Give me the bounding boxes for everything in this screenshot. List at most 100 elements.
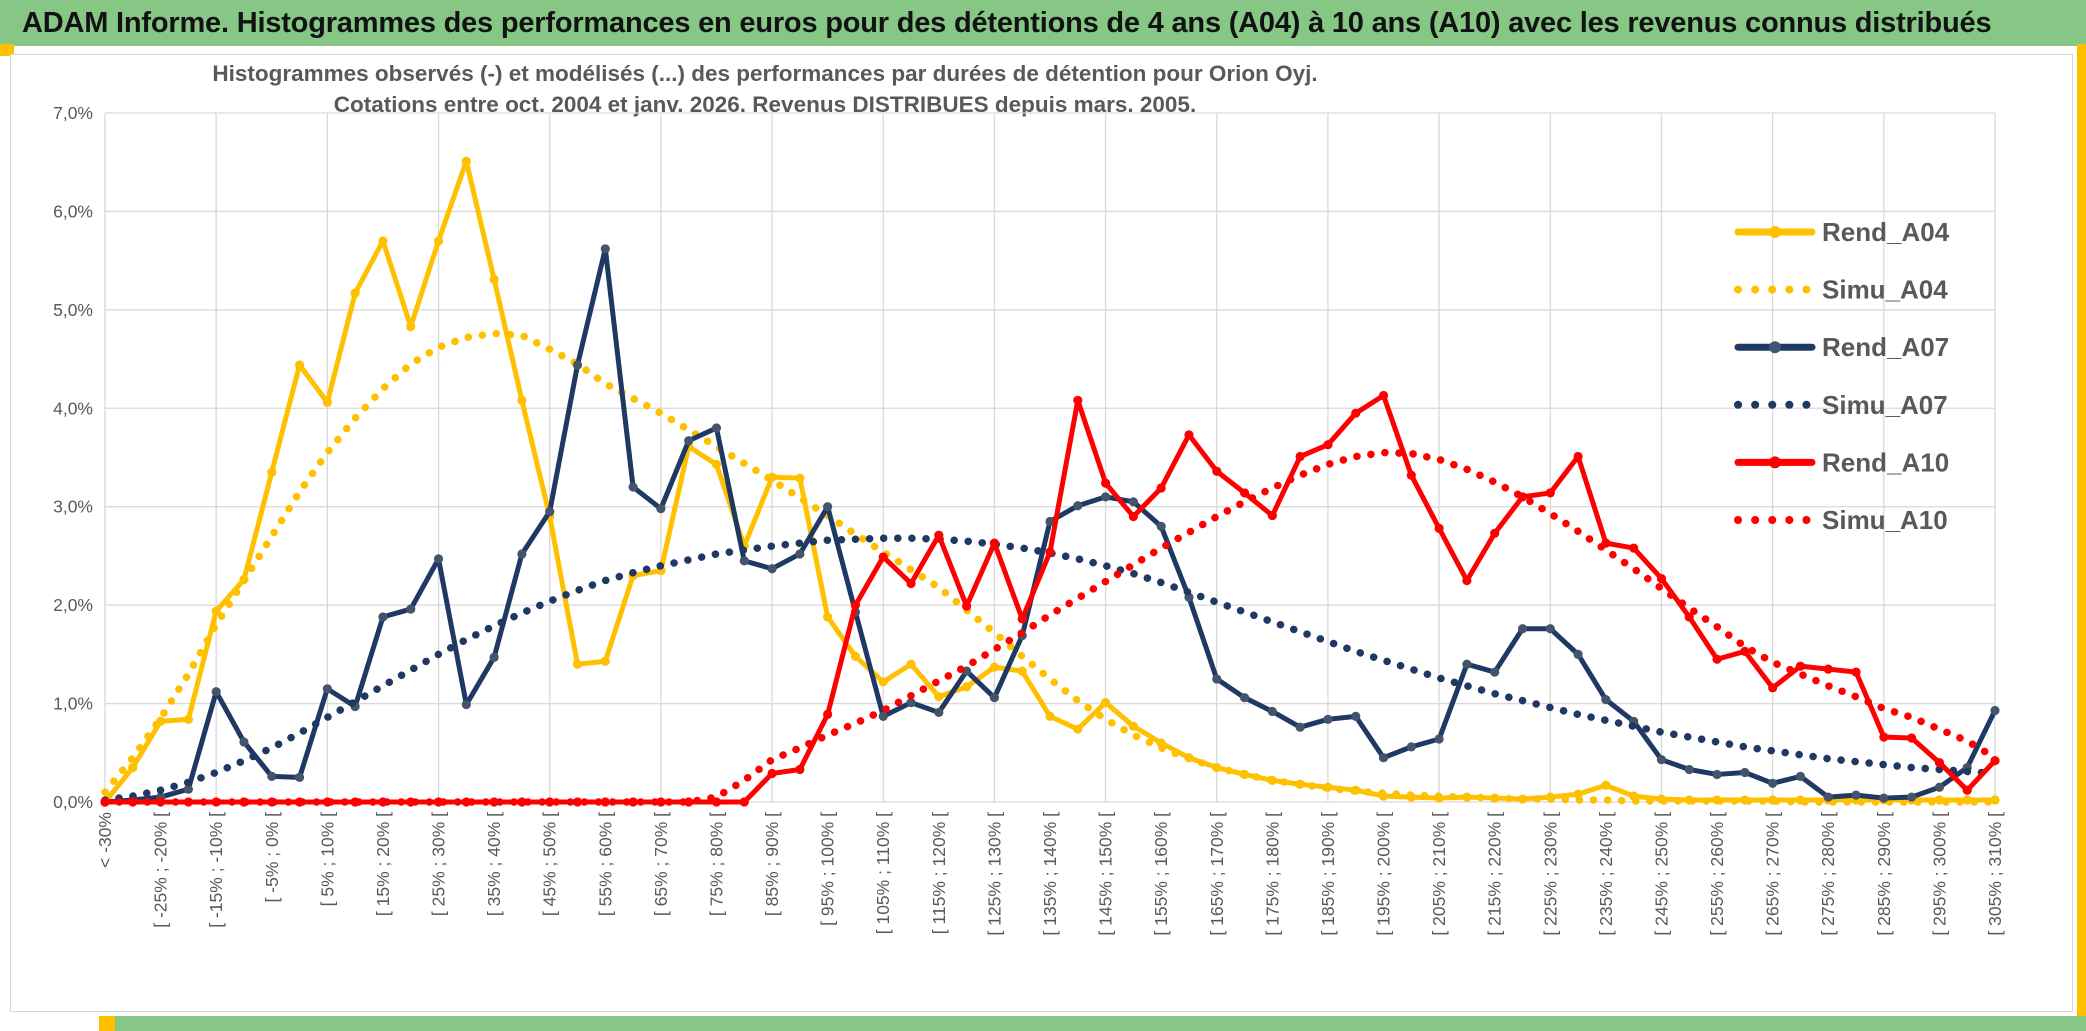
series-Rend_A04-marker	[1073, 724, 1083, 734]
series-Rend_A07-marker	[1517, 624, 1528, 634]
series-Rend_A10-marker	[1267, 510, 1277, 521]
series-Rend_A07-marker	[489, 652, 499, 662]
y-tick-label: 3,0%	[53, 497, 93, 517]
series-Rend_A04-marker	[711, 459, 722, 469]
series-Rend_A04-marker	[378, 236, 388, 246]
series-Rend_A10-marker	[989, 538, 1000, 548]
chart-card	[10, 54, 2073, 1012]
series-Rend_A07-marker	[1990, 705, 2000, 716]
series-Rend_A04-marker	[878, 677, 888, 687]
series-Rend_A10-marker	[1934, 758, 1945, 768]
series-Rend_A10-marker	[1434, 523, 1444, 533]
series-Rend_A04-marker	[1100, 697, 1111, 708]
series-Rend_A04-marker	[211, 606, 221, 616]
series-Rend_A04-marker	[934, 692, 944, 702]
x-tick-label: [ -25% ; -20% [	[151, 812, 171, 928]
series-Rend_A07-marker	[267, 771, 277, 782]
legend-item-Simu_A10[interactable]: Simu_A10	[1734, 505, 1948, 535]
chart-title-line1: Histogrammes observés (-) et modélisés (…	[212, 61, 1318, 86]
series-Rend_A10-marker	[461, 797, 471, 807]
series-Rend_A07-marker	[545, 507, 555, 517]
x-tick-label: [ 55% ; 60% [	[595, 812, 615, 916]
y-tick-label: 4,0%	[53, 398, 93, 418]
series-Rend_A04-marker	[517, 395, 527, 406]
series-Rend_A07-marker	[1545, 624, 1555, 634]
y-tick-label: 5,0%	[53, 300, 93, 320]
x-tick-label: < -30%	[95, 812, 115, 868]
series-Rend_A04-marker	[350, 288, 360, 298]
series-Rend_A04-marker	[989, 662, 1000, 672]
x-tick-label: [ 155% ; 160% [	[1151, 812, 1171, 936]
series-Rend_A07-marker	[906, 697, 916, 708]
series-Rend_A07-marker	[406, 604, 416, 614]
series-Rend_A07-marker	[1851, 790, 1861, 800]
x-tick-label: [ 185% ; 190% [	[1318, 812, 1338, 936]
series-Rend_A04-marker	[128, 762, 138, 773]
legend-label: Rend_A07	[1822, 332, 1949, 362]
legend-label: Simu_A04	[1822, 275, 1948, 305]
series-Rend_A04-marker	[406, 321, 416, 332]
series-Rend_A07-marker	[1462, 659, 1472, 669]
legend-item-Simu_A04[interactable]: Simu_A04	[1734, 275, 1948, 305]
series-Rend_A07-marker	[878, 711, 888, 721]
series-Rend_A04-marker	[795, 473, 805, 483]
series-Rend_A07-marker	[1128, 497, 1138, 507]
series-Rend_A07-marker	[211, 687, 221, 697]
series-Rend_A10-marker	[1156, 483, 1166, 493]
series-Rend_A04-marker	[433, 236, 444, 246]
series-Rend_A10-marker	[517, 797, 527, 807]
series-Rend_A10-marker	[572, 797, 583, 807]
series-Rend_A07-marker	[1573, 649, 1583, 659]
x-tick-label: [ 25% ; 30% [	[429, 812, 449, 916]
series-Rend_A04-marker	[572, 659, 583, 669]
x-tick-label: [ 205% ; 210% [	[1429, 812, 1449, 936]
series-Rend_A10-marker	[489, 797, 499, 807]
x-tick-label: [ 45% ; 50% [	[540, 812, 560, 916]
legend-item-Rend_A10[interactable]: Rend_A10	[1734, 447, 1949, 477]
legend-label: Rend_A10	[1822, 447, 1949, 477]
series-Rend_A07-marker	[1768, 778, 1778, 788]
series-Rend_A04-marker	[267, 467, 277, 477]
legend-item-Simu_A07[interactable]: Simu_A07	[1734, 390, 1948, 420]
x-tick-label: [ 305% ; 310% [	[1985, 812, 2005, 936]
series-Rend_A07-marker	[1267, 706, 1277, 717]
series-Rend_A07-marker	[1295, 722, 1305, 732]
x-tick-label: [ 135% ; 140% [	[1040, 812, 1060, 936]
series-Rend_A10-marker	[1907, 733, 1917, 743]
series-Simu_A04-line	[101, 329, 1999, 806]
x-tick-label: [ 65% ; 70% [	[651, 812, 671, 916]
x-tick-label: [ 5% ; 10% [	[317, 812, 337, 906]
window-title-bar: ADAM Informe. Histogrammes des performan…	[0, 0, 2086, 46]
series-Rend_A07-marker	[294, 772, 305, 782]
series-Rend_A10-marker	[850, 600, 861, 610]
series-Rend_A07-marker	[628, 482, 638, 492]
series-Rend_A04-marker	[1017, 666, 1027, 676]
series-Rend_A10-marker	[1851, 667, 1861, 677]
series-Rend_A07-marker	[183, 784, 193, 794]
series-Rend_A04-marker	[322, 397, 332, 407]
series-Rend_A07-marker	[823, 502, 833, 512]
series-Rend_A07-marker	[1045, 516, 1055, 527]
series-Rend_A10-marker	[600, 797, 610, 807]
y-tick-label: 7,0%	[53, 103, 93, 123]
series-Rend_A10-marker	[795, 764, 805, 775]
series-Rend_A07-marker	[711, 423, 722, 433]
legend-item-Rend_A04[interactable]: Rend_A04	[1734, 217, 1950, 247]
legend-item-Rend_A07[interactable]: Rend_A07	[1734, 332, 1949, 362]
series-Rend_A04-marker	[461, 156, 471, 166]
series-Rend_A07-marker	[989, 693, 1000, 703]
series-Rend_A04-marker	[1601, 780, 1611, 790]
series-Rend_A07-marker	[572, 360, 583, 370]
x-tick-label: [ 165% ; 170% [	[1207, 812, 1227, 936]
right-accent-strip	[2077, 44, 2086, 1031]
series-Rend_A10-marker	[1295, 451, 1305, 462]
series-Rend_A07-marker	[934, 707, 944, 718]
y-tick-label: 0,0%	[53, 792, 93, 812]
series-Rend_A10-marker	[1684, 612, 1694, 622]
series-Simu_A07-line	[101, 534, 1999, 804]
series-Rend_A10-marker	[1823, 664, 1833, 674]
x-tick-label: [ 215% ; 220% [	[1485, 812, 1505, 936]
series-Rend_A10-marker	[767, 768, 777, 779]
x-tick-label: [ -5% ; 0% [	[262, 812, 282, 903]
x-tick-label: [ 175% ; 180% [	[1262, 812, 1282, 936]
